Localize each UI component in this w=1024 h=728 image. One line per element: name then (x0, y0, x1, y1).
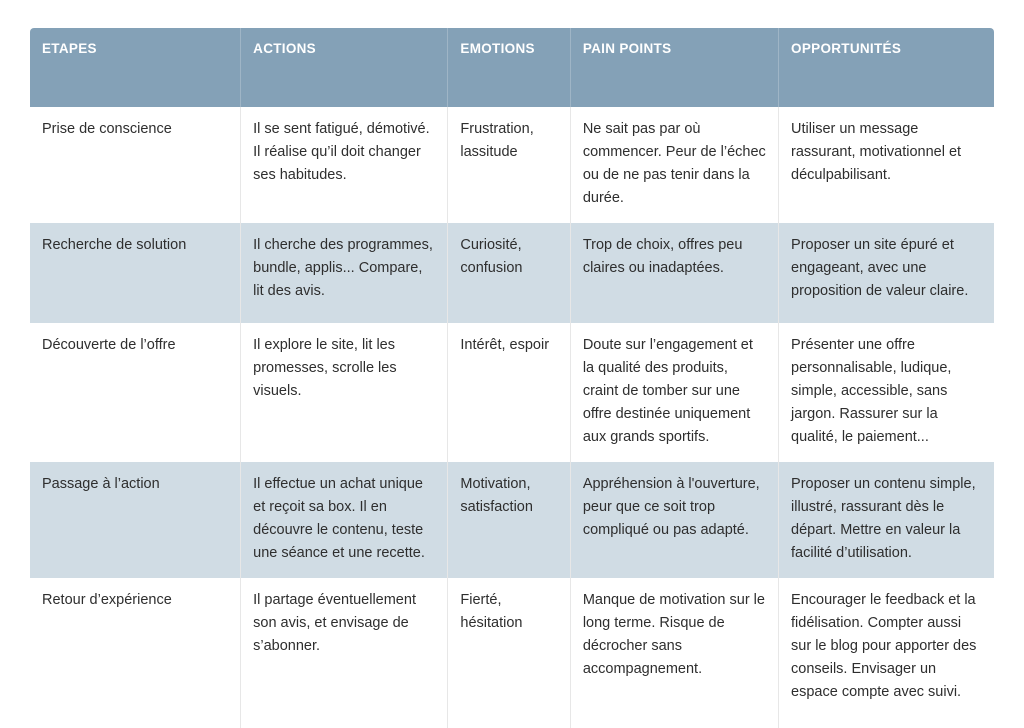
cell-etapes: Recherche de solution (30, 223, 241, 323)
table-row: Prise de conscience Il se sent fatigué, d… (30, 107, 994, 223)
column-header-actions: ACTIONS (240, 28, 448, 107)
cell-emotions: Curiosité, confusion (447, 223, 570, 323)
cell-pain_points: Appréhension à l'ouverture, peur que ce … (569, 462, 779, 578)
cell-opportunites: Utiliser un message rassurant, motivatio… (778, 107, 994, 223)
table-body: Prise de conscience Il se sent fatigué, d… (30, 107, 994, 728)
cell-etapes: Passage à l’action (30, 462, 241, 578)
cell-pain_points: Manque de motivation sur le long terme. … (569, 578, 779, 728)
cell-emotions: Motivation, satisfaction (447, 462, 570, 578)
customer-journey-table: ETAPES ACTIONS EMOTIONS PAIN POINTS OPPORTUN… (30, 28, 994, 728)
cell-etapes: Découverte de l’offre (30, 323, 241, 462)
cell-etapes: Retour d’expérience (30, 578, 241, 728)
cell-pain_points: Trop de choix, offres peu claires ou ina… (569, 223, 779, 323)
cell-etapes: Prise de conscience (30, 107, 241, 223)
cell-pain_points: Ne sait pas par où commencer. Peur de l’… (569, 107, 779, 223)
table-row: Découverte de l’offre Il explore le site,… (30, 323, 994, 462)
cell-opportunites: Encourager le feedback et la fidélisatio… (778, 578, 994, 728)
cell-emotions: Frustration, lassitude (447, 107, 570, 223)
table-row: Passage à l’action Il effectue un achat u… (30, 462, 994, 578)
cell-opportunites: Proposer un contenu simple, illustré, ra… (778, 462, 994, 578)
cell-pain_points: Doute sur l’engagement et la qualité des… (569, 323, 779, 462)
table-header-row: ETAPES ACTIONS EMOTIONS PAIN POINTS OPPORTUN… (30, 28, 994, 107)
cell-actions: Il partage éventuellement son avis, et e… (240, 578, 448, 728)
cell-actions: Il effectue un achat unique et reçoit sa… (240, 462, 448, 578)
column-header-pain_points: PAIN POINTS (569, 28, 779, 107)
cell-actions: Il se sent fatigué, démotivé. Il réalise… (240, 107, 448, 223)
cell-opportunites: Proposer un site épuré et engageant, ave… (778, 223, 994, 323)
column-header-emotions: EMOTIONS (447, 28, 570, 107)
cell-actions: Il cherche des programmes, bundle, appli… (240, 223, 448, 323)
cell-actions: Il explore le site, lit les promesses, s… (240, 323, 448, 462)
table-row: Retour d’expérience Il partage éventuelle… (30, 578, 994, 728)
cell-opportunites: Présenter une offre personnalisable, lud… (778, 323, 994, 462)
column-header-etapes: ETAPES (30, 28, 241, 107)
header-row: ETAPES ACTIONS EMOTIONS PAIN POINTS OPPORTUN… (30, 28, 994, 107)
cell-emotions: Fierté, hésitation (447, 578, 570, 728)
column-header-opportunites: OPPORTUNITÉS (778, 28, 994, 107)
cell-emotions: Intérêt, espoir (447, 323, 570, 462)
table-row: Recherche de solution Il cherche des prog… (30, 223, 994, 323)
